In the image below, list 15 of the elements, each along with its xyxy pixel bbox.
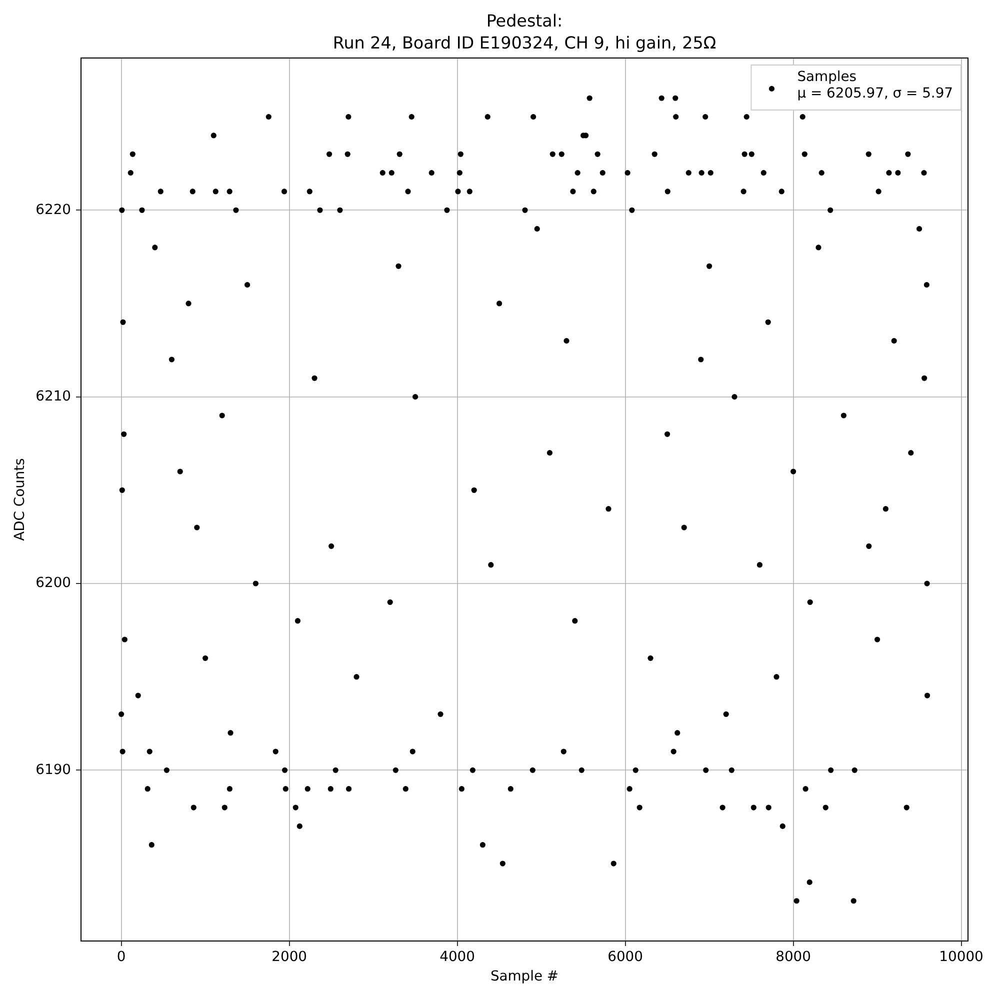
y-tick-label: 6210: [36, 388, 71, 404]
x-tick-label: 0: [116, 948, 126, 965]
x-tick-label: 2000: [272, 948, 307, 965]
chart-title: Pedestal:: [486, 10, 563, 31]
chart-subtitle: Run 24, Board ID E190324, CH 9, hi gain, 25Ω: [332, 32, 716, 52]
x-tick-label: 10000: [939, 948, 984, 965]
y-tick-label: 6220: [36, 202, 71, 218]
x-tick-label: 6000: [608, 948, 643, 965]
x-tick-label: 4000: [440, 948, 475, 965]
legend-label: Samples μ = 6205.97, σ = 5.97: [797, 68, 954, 102]
y-tick-label: 6190: [36, 762, 71, 778]
x-axis-title: Sample #: [490, 968, 559, 984]
x-tick-label: 8000: [776, 948, 811, 965]
y-tick-label: 6200: [36, 575, 71, 592]
y-axis-title: ADC Counts: [12, 458, 28, 541]
